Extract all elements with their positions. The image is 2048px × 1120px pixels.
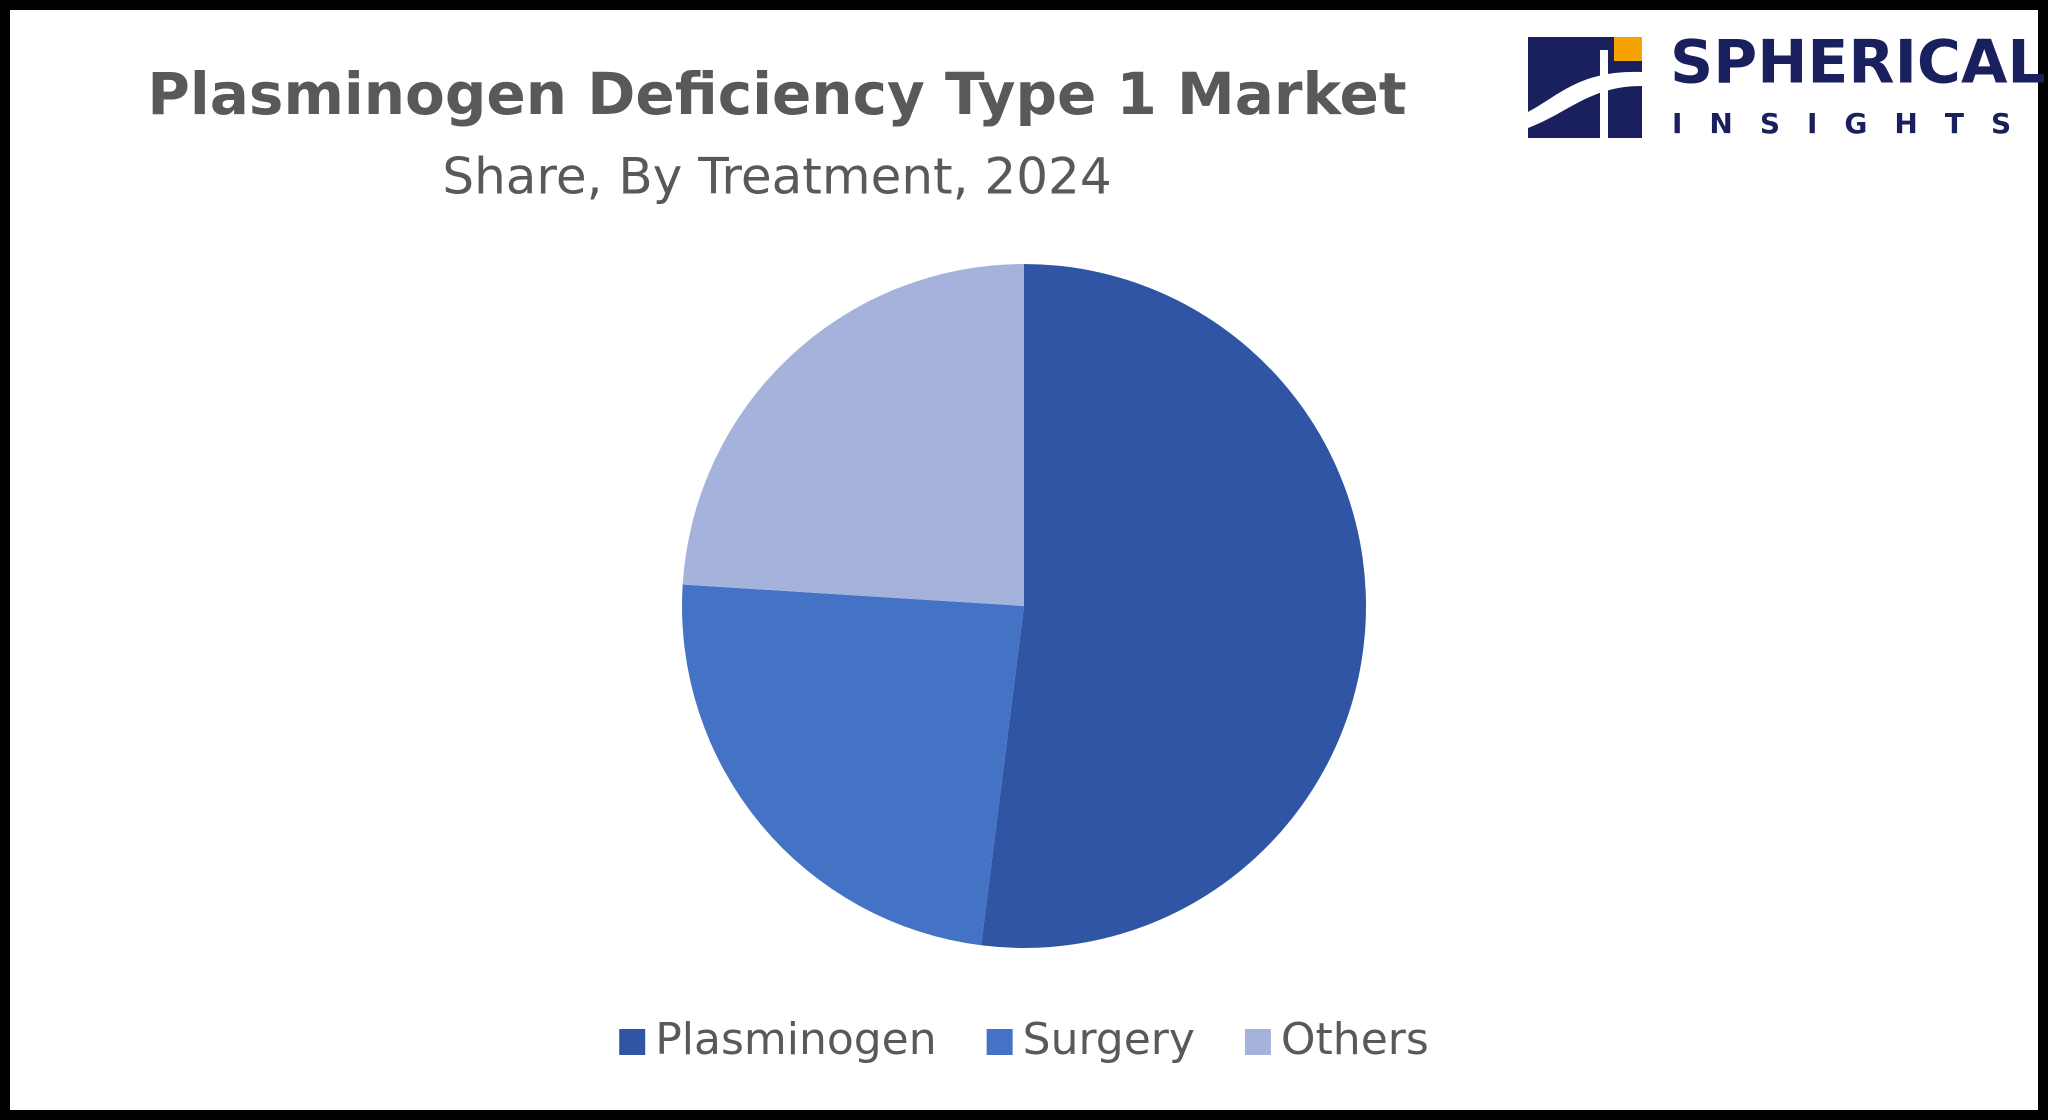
logo-wave [1528, 71, 1642, 128]
legend-swatch [986, 1029, 1013, 1055]
legend-label: Surgery [1023, 1014, 1195, 1065]
logo: SPHERICAL INSIGHTS [1528, 28, 2046, 140]
pie-slice [981, 264, 1366, 948]
chart-title: Plasminogen Deficiency Type 1 Market [147, 60, 1406, 128]
legend-swatch [619, 1029, 646, 1055]
legend-label: Plasminogen [655, 1014, 936, 1065]
pie-slice [682, 264, 1024, 606]
logo-bar [1600, 50, 1608, 138]
legend-swatch [1244, 1029, 1271, 1055]
logo-name: SPHERICAL [1670, 28, 2046, 98]
chart-subtitle: Share, By Treatment, 2024 [442, 148, 1111, 206]
pie-slice [682, 584, 1024, 946]
logo-accent [1614, 37, 1642, 61]
logo-tagline: INSIGHTS [1672, 107, 2038, 140]
legend-label: Others [1281, 1014, 1429, 1065]
